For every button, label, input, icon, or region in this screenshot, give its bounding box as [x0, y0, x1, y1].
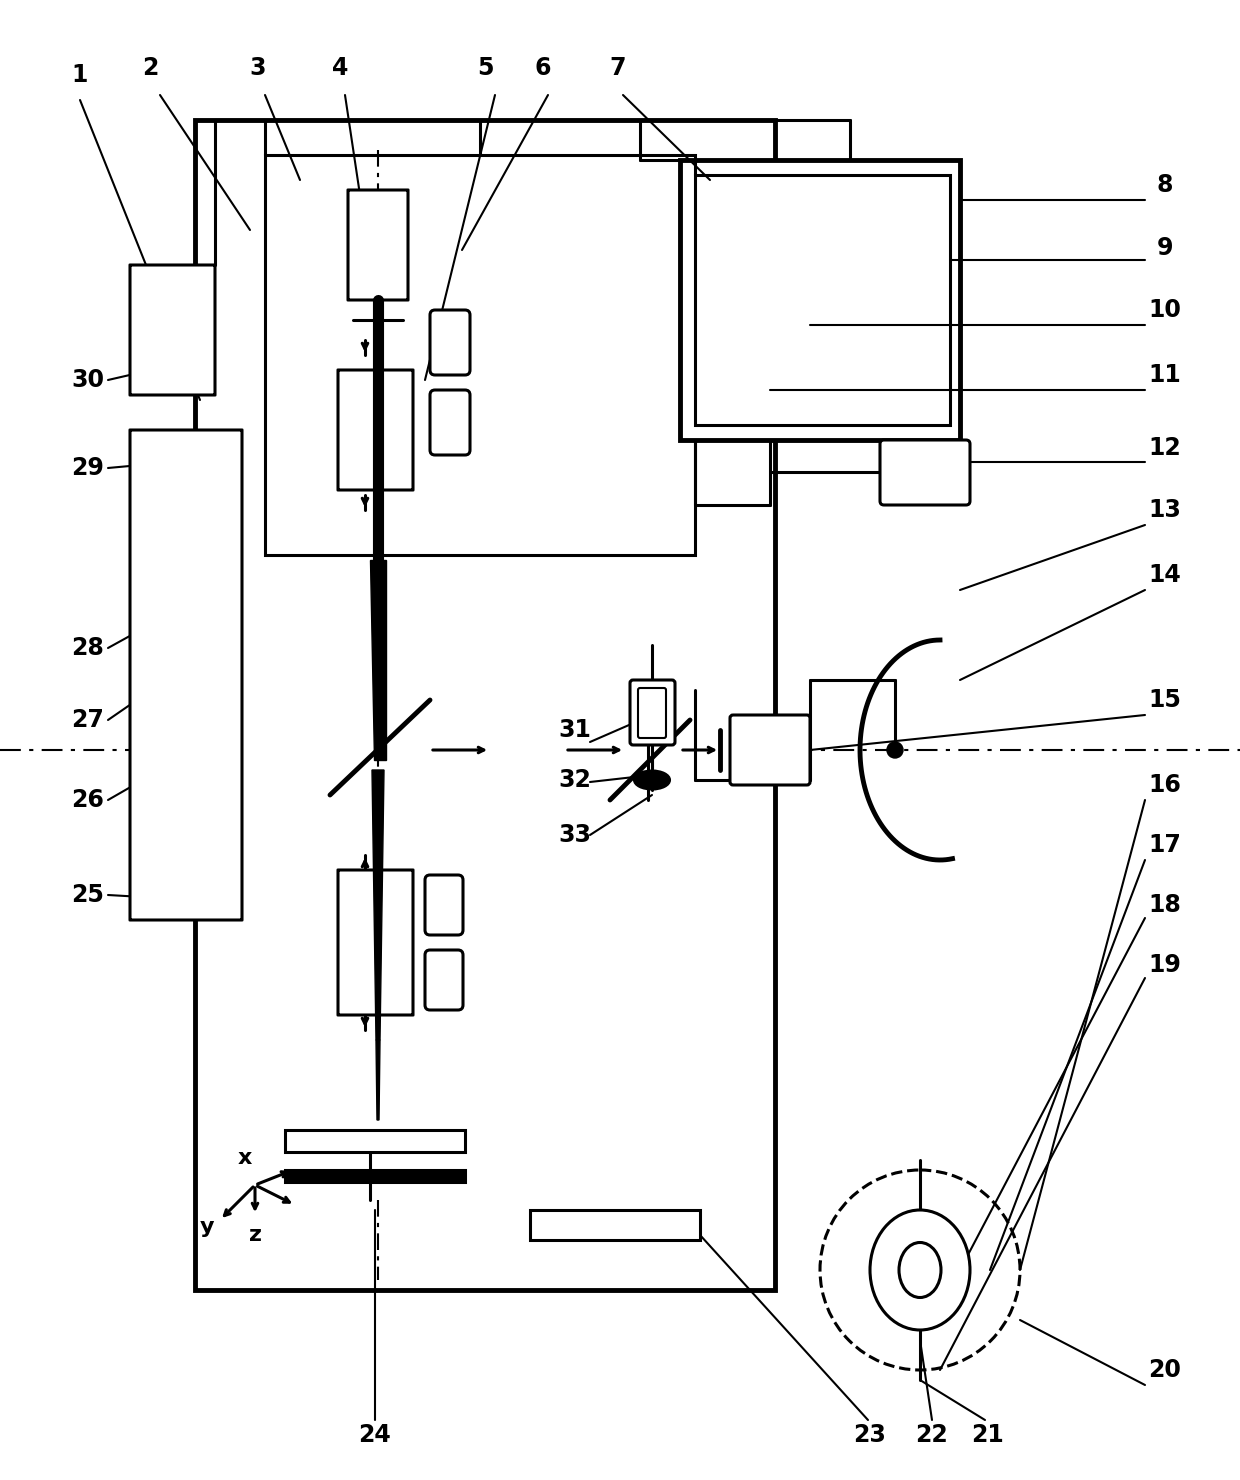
Ellipse shape: [635, 771, 670, 789]
Text: 11: 11: [1148, 363, 1182, 386]
Text: z: z: [248, 1225, 262, 1245]
Text: 22: 22: [915, 1422, 949, 1447]
Text: 10: 10: [1148, 297, 1182, 323]
Polygon shape: [376, 1040, 379, 1120]
Text: 8: 8: [1157, 173, 1173, 197]
FancyBboxPatch shape: [639, 688, 666, 739]
FancyBboxPatch shape: [348, 189, 408, 300]
Text: 27: 27: [72, 707, 104, 733]
Text: 13: 13: [1148, 497, 1182, 522]
Text: 21: 21: [972, 1422, 1004, 1447]
Text: 25: 25: [72, 884, 104, 907]
Text: 19: 19: [1148, 953, 1182, 977]
Text: y: y: [200, 1217, 215, 1237]
Text: 26: 26: [72, 787, 104, 813]
FancyBboxPatch shape: [339, 870, 413, 1015]
Text: 2: 2: [141, 56, 159, 80]
Text: 15: 15: [1148, 688, 1182, 712]
FancyBboxPatch shape: [730, 715, 810, 784]
FancyBboxPatch shape: [880, 440, 970, 505]
Text: 5: 5: [476, 56, 494, 80]
Text: x: x: [238, 1148, 252, 1168]
Text: 28: 28: [72, 636, 104, 660]
Bar: [285, 1131, 465, 1151]
Text: 14: 14: [1148, 562, 1182, 588]
Polygon shape: [372, 770, 384, 1040]
Bar: [195, 120, 775, 1291]
Ellipse shape: [870, 1211, 970, 1331]
Text: 6: 6: [534, 56, 552, 80]
Circle shape: [887, 741, 903, 758]
Text: 7: 7: [610, 56, 626, 80]
Text: 18: 18: [1148, 892, 1182, 918]
Text: 4: 4: [332, 56, 348, 80]
FancyBboxPatch shape: [430, 309, 470, 374]
Bar: [529, 1211, 701, 1240]
Text: 33: 33: [558, 823, 591, 847]
Bar: [285, 1171, 465, 1183]
FancyBboxPatch shape: [425, 950, 463, 1009]
FancyBboxPatch shape: [430, 391, 470, 454]
FancyBboxPatch shape: [130, 265, 215, 395]
Text: 32: 32: [558, 768, 591, 792]
FancyBboxPatch shape: [339, 370, 413, 490]
Text: 20: 20: [1148, 1359, 1182, 1382]
Text: 12: 12: [1148, 437, 1182, 460]
Text: 16: 16: [1148, 773, 1182, 798]
Text: 24: 24: [358, 1422, 392, 1447]
Bar: [265, 155, 694, 555]
Ellipse shape: [899, 1243, 941, 1298]
Text: 17: 17: [1148, 833, 1182, 857]
Text: 1: 1: [72, 64, 88, 87]
Text: 9: 9: [1157, 235, 1173, 260]
FancyBboxPatch shape: [130, 431, 242, 921]
Text: 29: 29: [72, 456, 104, 480]
Text: 23: 23: [853, 1422, 887, 1447]
Polygon shape: [370, 559, 386, 761]
FancyBboxPatch shape: [425, 875, 463, 935]
Text: 31: 31: [558, 718, 591, 741]
Text: 30: 30: [72, 369, 104, 392]
Text: 3: 3: [249, 56, 267, 80]
FancyBboxPatch shape: [630, 679, 675, 744]
Bar: [680, 160, 960, 440]
Bar: [694, 175, 950, 425]
